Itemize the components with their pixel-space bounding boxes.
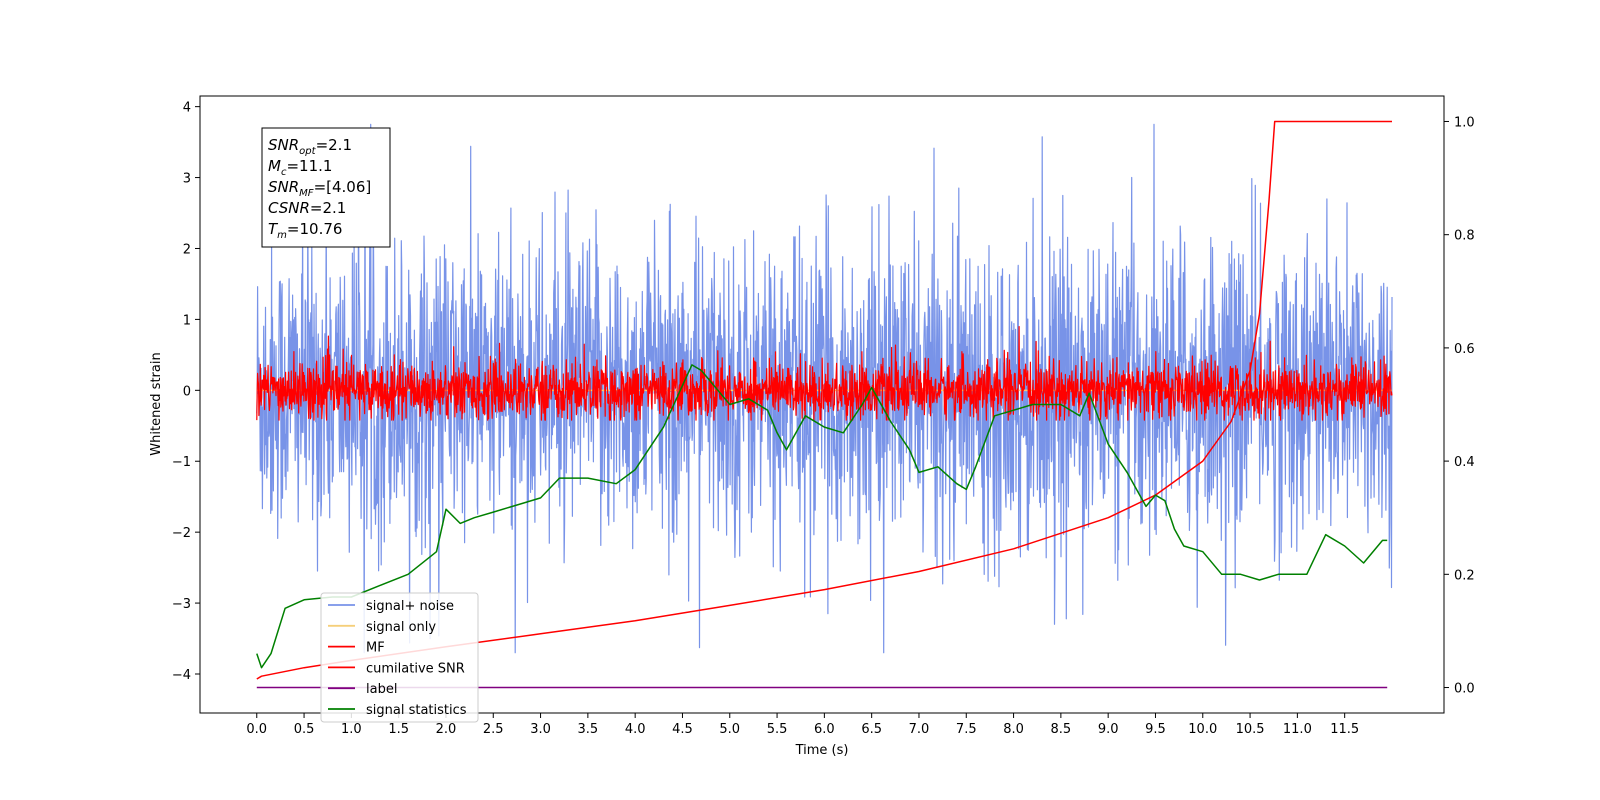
x-tick-label: 6.0	[814, 722, 835, 737]
x-tick-label: 7.0	[909, 722, 930, 737]
y-tick-label: 1	[183, 313, 191, 328]
x-tick-label: 8.5	[1051, 722, 1072, 737]
x-tick-label: 4.0	[625, 722, 646, 737]
y2-tick-label: 0.0	[1454, 682, 1475, 697]
series-mf	[256, 326, 1393, 421]
legend-label: MF	[366, 641, 385, 656]
annotation-line: Mc=11.1	[268, 157, 332, 178]
y-axis-right: 0.0 0.2 0.4 0.6 0.8 1.0	[1444, 115, 1475, 697]
plot-frame	[199, 95, 1445, 714]
x-tick-label: 3.5	[578, 722, 599, 737]
x-tick-label: 2.5	[483, 722, 504, 737]
x-tick-label: 11.0	[1283, 722, 1312, 737]
y-tick-label: −1	[172, 455, 191, 470]
x-tick-label: 10.0	[1188, 722, 1217, 737]
legend-label: cumilative SNR	[366, 661, 465, 676]
annotation-frame	[261, 127, 391, 248]
x-tick-label: 5.5	[767, 722, 788, 737]
x-axis: 0.0 0.5 1.0 1.5 2.0 2.5 3.0 3.5 4.0 4.5 5.0 5.5 6.0 6…	[246, 713, 1359, 737]
y-axis-label: Whitened strain	[149, 352, 164, 455]
x-tick-label: 9.0	[1098, 722, 1119, 737]
annotation-line: CSNR=2.1	[268, 199, 346, 217]
x-axis-label: Time (s)	[795, 743, 849, 758]
y-tick-label: 0	[183, 384, 191, 399]
x-tick-label: 8.0	[1003, 722, 1024, 737]
x-tick-label: 5.0	[719, 722, 740, 737]
legend-label: label	[366, 682, 397, 697]
y-tick-label: −4	[172, 668, 191, 683]
x-tick-label: 1.0	[341, 722, 362, 737]
legend-frame	[320, 592, 479, 723]
y2-tick-label: 0.8	[1454, 229, 1475, 244]
annotation-line: SNRopt=2.1	[268, 136, 352, 157]
y-tick-label: 3	[183, 172, 191, 187]
x-tick-label: 2.0	[436, 722, 457, 737]
legend-label: signal only	[366, 620, 436, 635]
y-tick-label: 4	[183, 101, 191, 116]
y2-tick-label: 0.4	[1454, 455, 1475, 470]
x-tick-label: 10.5	[1236, 722, 1265, 737]
x-tick-label: 3.0	[530, 722, 551, 737]
y2-tick-label: 0.2	[1454, 568, 1475, 583]
y2-tick-label: 1.0	[1454, 115, 1475, 130]
annotation-line: Tm=10.76	[268, 220, 342, 241]
x-tick-label: 0.5	[294, 722, 315, 737]
legend: signal+ noise signal only MF cumilative SNR…	[320, 592, 479, 723]
y-axis-left: −4 −3 −2 −1 0 1 2 3 4	[172, 101, 200, 683]
series-signal-statistics	[256, 364, 1388, 669]
y-tick-label: 2	[183, 242, 191, 257]
y2-tick-label: 0.6	[1454, 342, 1475, 357]
x-tick-label: 1.5	[388, 722, 409, 737]
series-signal-noise	[256, 123, 1393, 654]
x-tick-label: 9.5	[1145, 722, 1166, 737]
x-tick-label: 4.5	[672, 722, 693, 737]
y-tick-label: −2	[172, 526, 191, 541]
annotation-line: SNRMF=[4.06]	[268, 178, 371, 199]
y-tick-label: −3	[172, 597, 191, 612]
legend-label: signal+ noise	[366, 599, 454, 614]
x-tick-label: 6.5	[861, 722, 882, 737]
x-tick-label: 7.5	[956, 722, 977, 737]
x-tick-label: 11.5	[1330, 722, 1359, 737]
legend-label: signal statistics	[366, 703, 467, 718]
x-tick-label: 0.0	[246, 722, 267, 737]
